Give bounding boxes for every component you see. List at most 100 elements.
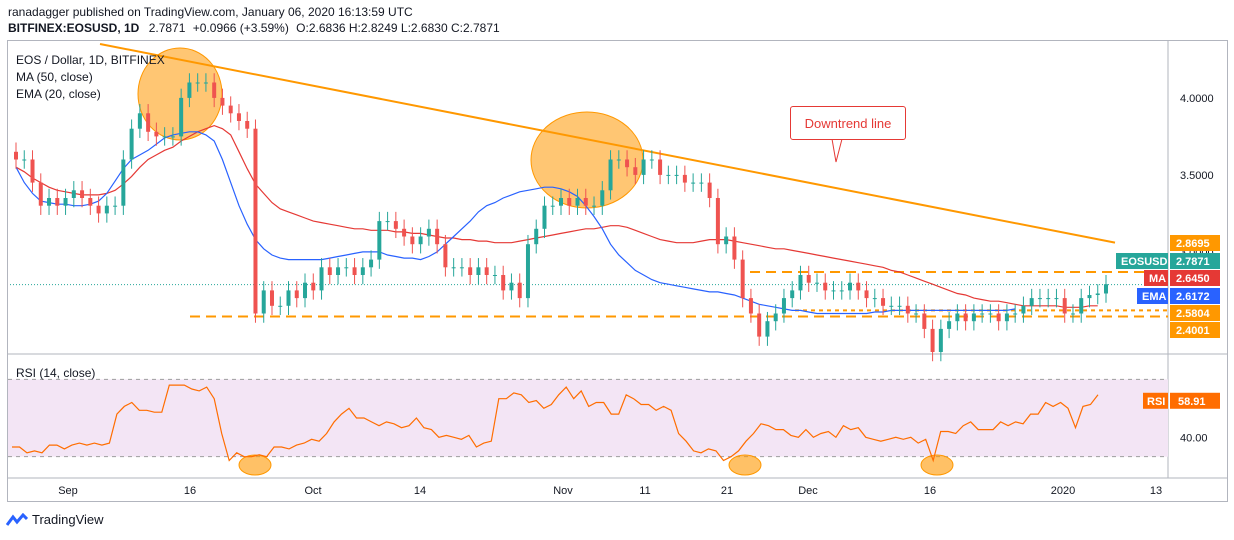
candle-body — [443, 244, 448, 268]
candle-body — [748, 298, 753, 314]
candle-body — [162, 136, 167, 138]
price-label-value: 2.6450 — [1176, 273, 1210, 285]
candle-body — [682, 174, 687, 183]
candle-body — [80, 190, 85, 198]
ema-line — [15, 131, 1016, 315]
candle-body — [426, 228, 431, 237]
tradingview-logo-icon — [6, 512, 28, 526]
candle-body — [286, 290, 291, 306]
candle-body — [559, 198, 563, 206]
candle-body — [831, 290, 836, 292]
candle-body — [699, 182, 704, 184]
candle-body — [154, 131, 159, 137]
candle-body — [501, 275, 506, 291]
candle-body — [649, 159, 654, 161]
candle-body — [864, 290, 869, 299]
rsi-name-box — [1143, 392, 1168, 409]
candle-body — [914, 313, 919, 315]
candle-body — [1087, 295, 1092, 299]
candle-body — [170, 136, 175, 138]
candle-body — [996, 313, 1001, 322]
candle-body — [707, 182, 712, 198]
rsi-legend: RSI (14, close) — [16, 366, 96, 380]
time-tick-label: Dec — [798, 485, 818, 497]
candle-body — [137, 113, 142, 129]
candle-body — [38, 182, 43, 206]
candle-body — [303, 282, 308, 299]
candle-body — [938, 328, 943, 352]
candle-body — [63, 198, 68, 206]
candle-body — [658, 159, 663, 175]
candle-body — [757, 313, 762, 337]
candle-body — [790, 290, 795, 299]
candle-body — [393, 221, 398, 229]
candle-body — [575, 198, 580, 206]
time-tick-label: 21 — [721, 485, 733, 497]
candle-body — [203, 82, 208, 84]
candle-body — [195, 82, 200, 84]
time-tick-label: 13 — [1150, 485, 1162, 497]
candle-body — [666, 174, 671, 176]
candle-body — [980, 313, 985, 315]
time-tick-label: 11 — [639, 485, 650, 497]
rsi-band — [8, 379, 1168, 457]
candle-body — [814, 282, 819, 284]
candle-body — [955, 313, 960, 322]
rsi-tick-label: 40.00 — [1180, 432, 1208, 444]
candle-body — [616, 159, 621, 161]
candle-body — [872, 298, 877, 300]
price-change: +0.0966 (+3.59%) — [192, 21, 289, 35]
candle-body — [96, 205, 101, 214]
ma-line — [15, 124, 1098, 308]
time-tick-label: Sep — [58, 485, 78, 497]
candle-body — [55, 198, 60, 206]
candle-body — [228, 105, 233, 114]
candle-body — [525, 244, 530, 299]
publisher-line: ranadagger published on TradingView.com,… — [8, 5, 413, 19]
candle-body — [278, 305, 283, 307]
rsi-name-label: RSI — [1147, 396, 1165, 408]
candle-body — [674, 174, 679, 176]
candle-body — [1062, 298, 1067, 314]
candle-body — [236, 113, 241, 121]
footer-brand[interactable]: TradingView — [6, 512, 104, 527]
candle-body — [468, 267, 473, 275]
candle-body — [369, 259, 374, 268]
candle-body — [385, 221, 390, 223]
time-tick-label: Oct — [304, 485, 321, 497]
candle-body — [336, 267, 341, 275]
candle-body — [765, 321, 770, 337]
callout-pointer — [831, 138, 843, 163]
candle-body — [319, 267, 324, 291]
candle-body — [418, 236, 423, 245]
candle-body — [988, 313, 993, 315]
price-label-value: 2.8695 — [1176, 238, 1210, 250]
candle-body — [781, 298, 786, 314]
candle-body — [1079, 298, 1084, 314]
legend-ema: EMA (20, close) — [16, 87, 101, 101]
rsi-value-box — [1170, 392, 1220, 409]
candle-body — [633, 167, 638, 175]
chart-header: ranadagger published on TradingView.com,… — [8, 4, 500, 36]
candle-body — [567, 198, 572, 206]
price-label-tag-box — [1137, 288, 1168, 304]
candle-body — [1070, 313, 1075, 315]
downtrend-line — [99, 43, 1116, 244]
candle-body — [1021, 305, 1026, 314]
time-tick-label: 16 — [184, 485, 196, 497]
candle-body — [947, 321, 952, 329]
symbol-line: BITFINEX:EOSUSD, 1D 2.7871 +0.0966 (+3.5… — [8, 20, 500, 36]
rsi-value-label: 58.91 — [1178, 396, 1206, 408]
candle-body — [269, 290, 274, 306]
price-label-box — [1170, 253, 1220, 269]
candle-body — [220, 97, 225, 106]
candle-body — [806, 275, 811, 283]
candle-body — [732, 236, 737, 260]
candle-body — [410, 236, 415, 245]
candle-body — [542, 205, 547, 229]
candle-body — [691, 182, 696, 184]
candle-body — [360, 267, 365, 275]
candle-body — [47, 198, 52, 206]
candle-body — [1104, 284, 1108, 294]
